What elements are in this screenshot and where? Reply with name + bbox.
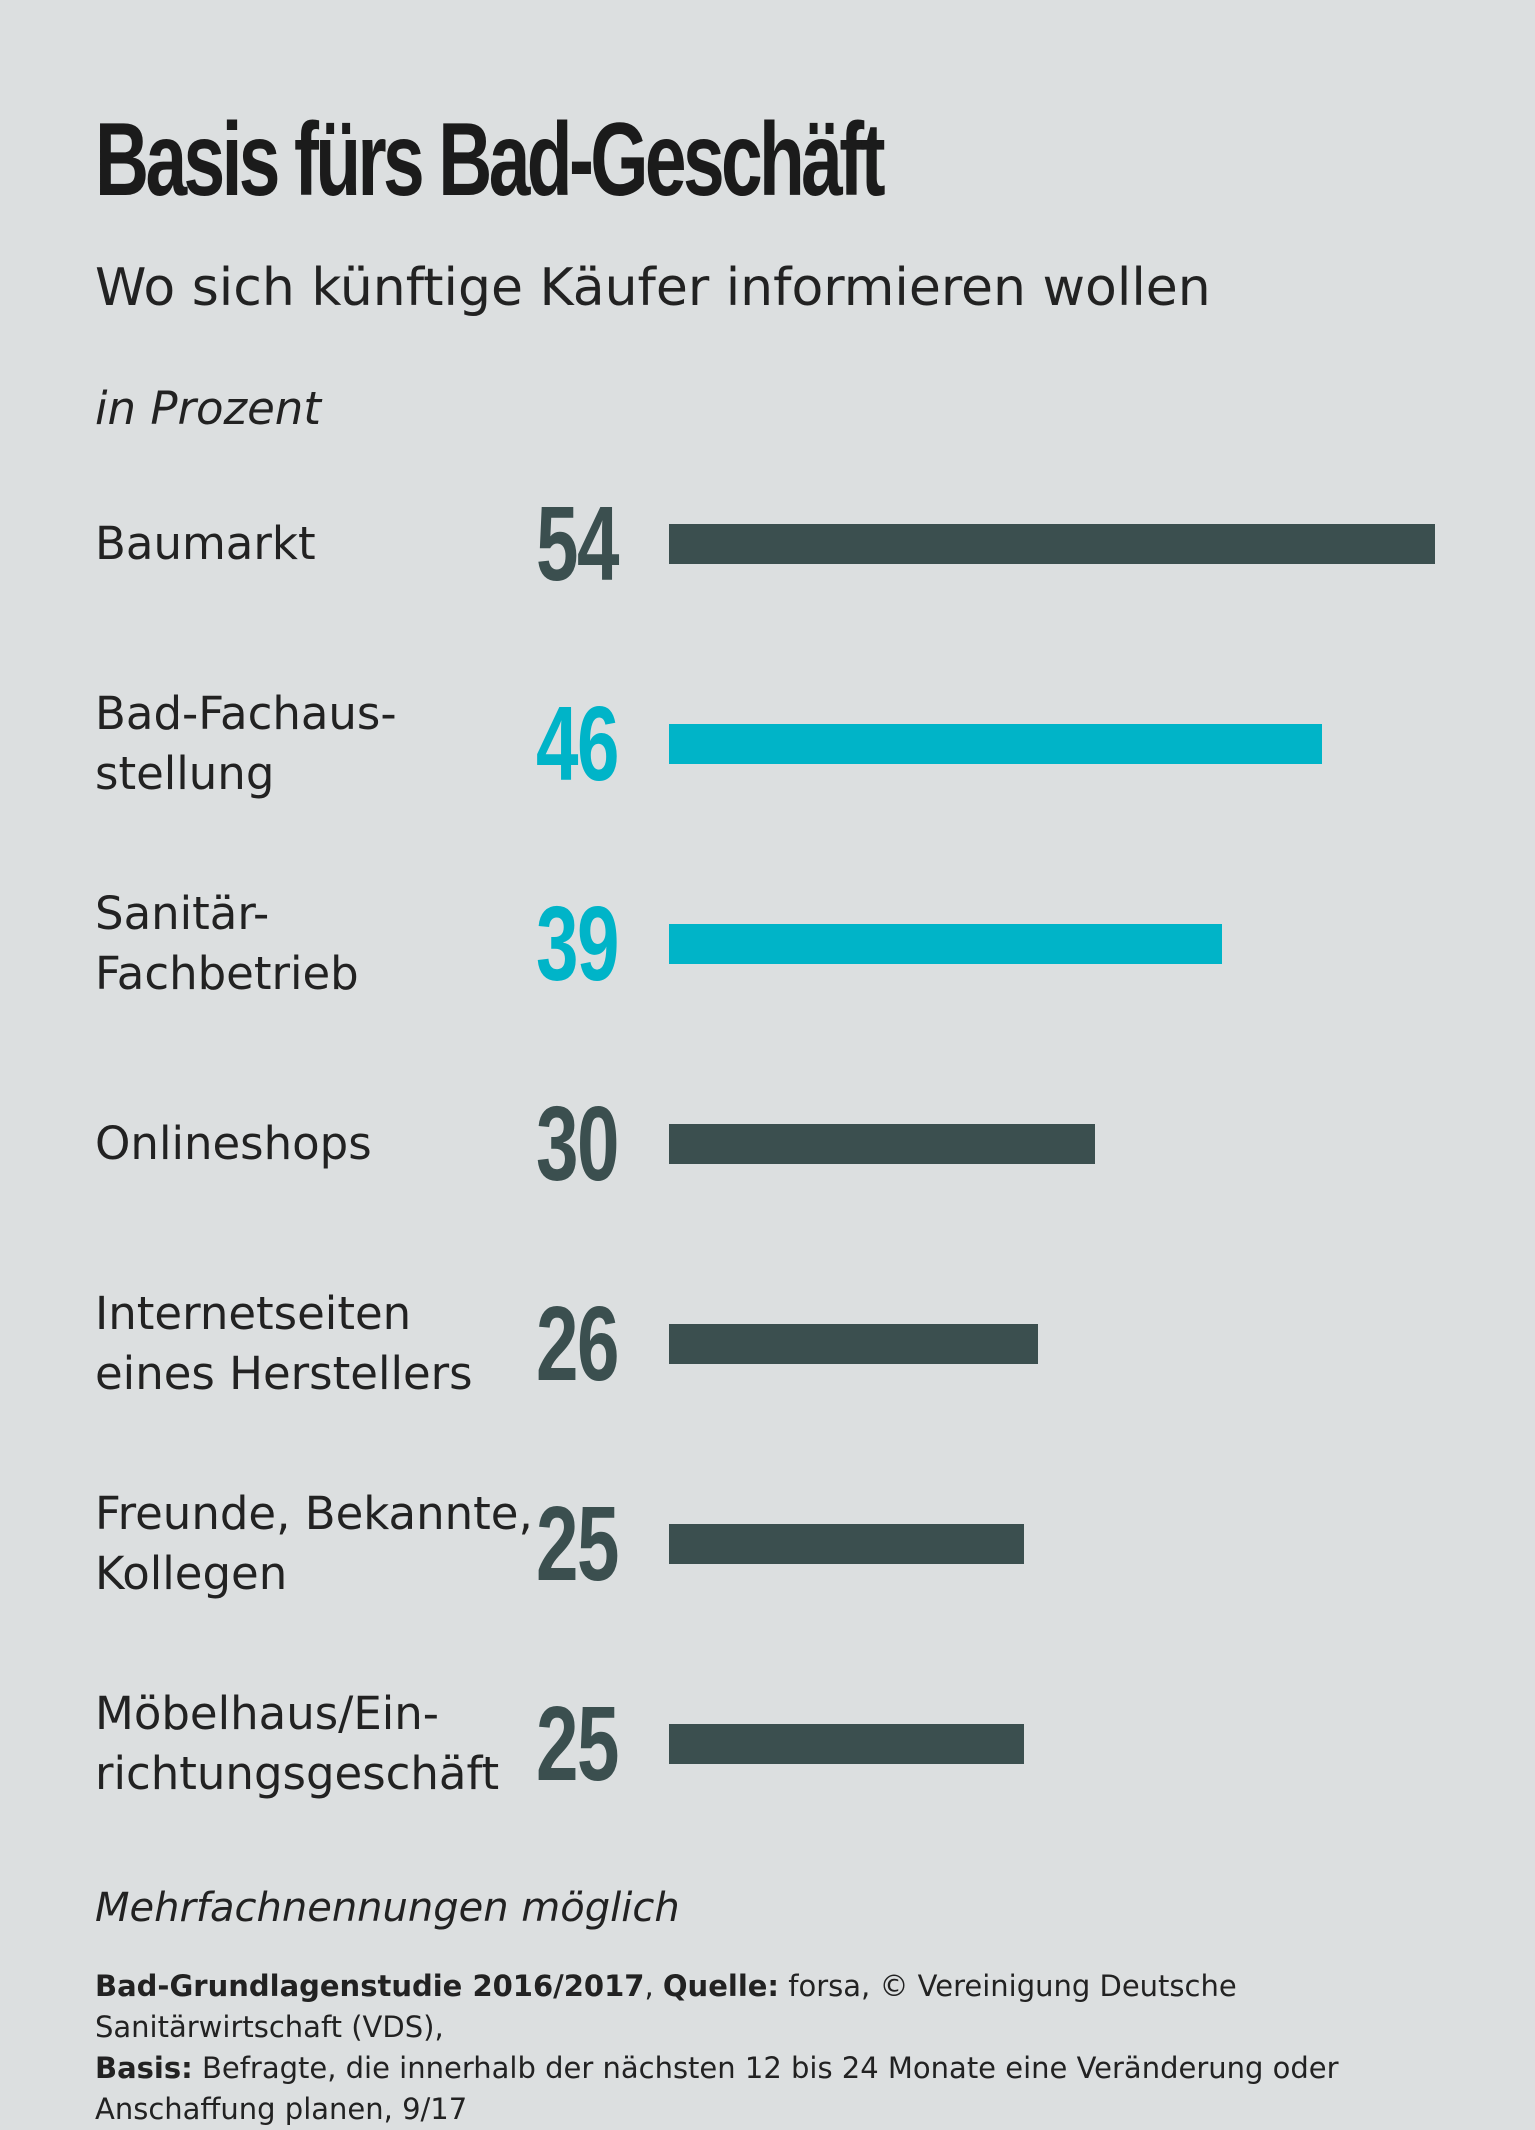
value-label: 39 <box>536 869 646 1019</box>
category-label: Onlineshops <box>95 1117 372 1171</box>
basis-text: Befragte, die innerhalb der nächsten 12 … <box>95 2051 1339 2126</box>
value-text: 30 <box>536 1085 619 1203</box>
value-label: 30 <box>536 1069 646 1219</box>
bar-row: Möbelhaus/Ein- richtungsgeschäft 25 <box>0 1669 1535 1819</box>
category-label: Möbelhaus/Ein- richtungsgeschäft <box>95 1687 500 1800</box>
bar-row: Freunde, Bekannte, Kollegen 25 <box>0 1469 1535 1619</box>
quelle-label: Quelle: <box>662 1969 780 2003</box>
chart-subtitle: Wo sich künftige Käufer informieren woll… <box>95 258 1211 318</box>
value-text: 54 <box>536 485 619 603</box>
value-label: 25 <box>536 1469 646 1619</box>
chart-title: Basis fürs Bad-Geschäft <box>95 102 886 218</box>
bar-row: Sanitär- Fachbetrieb 39 <box>0 869 1535 1019</box>
value-text: 46 <box>536 685 619 803</box>
value-text: 25 <box>536 1485 619 1603</box>
value-text: 39 <box>536 885 619 1003</box>
category-label: Sanitär- Fachbetrieb <box>95 887 359 1000</box>
bar-row: Internetseiten eines Herstellers 26 <box>0 1269 1535 1419</box>
value-text: 25 <box>536 1685 619 1803</box>
value-label: 25 <box>536 1669 646 1819</box>
bar <box>669 524 1435 564</box>
bar <box>669 1524 1024 1564</box>
bar <box>669 724 1322 764</box>
value-text: 26 <box>536 1285 619 1403</box>
value-label: 26 <box>536 1269 646 1419</box>
category-label: Freunde, Bekannte, Kollegen <box>95 1487 533 1600</box>
basis-label: Basis: <box>95 2051 193 2085</box>
source-note: Bad-Grundlagenstudie 2016/2017, Quelle: … <box>95 1969 1339 2126</box>
value-label: 54 <box>536 469 646 619</box>
study-label: Bad-Grundlagenstudie 2016/2017 <box>95 1969 645 2003</box>
bar <box>669 1324 1038 1364</box>
bar-row: Baumarkt 54 <box>0 469 1535 619</box>
value-label: 46 <box>536 669 646 819</box>
bar-row: Bad-Fachaus- stellung 46 <box>0 669 1535 819</box>
bar <box>669 1724 1024 1764</box>
unit-label: in Prozent <box>95 382 321 435</box>
bar-row: Onlineshops 30 <box>0 1069 1535 1219</box>
bar <box>669 1124 1095 1164</box>
category-label: Baumarkt <box>95 517 316 571</box>
bar <box>669 924 1222 964</box>
category-label: Bad-Fachaus- stellung <box>95 687 397 800</box>
category-label: Internetseiten eines Herstellers <box>95 1287 473 1400</box>
quelle-text: forsa, © Vereinigung Deutsche Sanitärwir… <box>95 1969 1237 2044</box>
footnote: Mehrfachnennungen möglich <box>95 1885 680 1931</box>
